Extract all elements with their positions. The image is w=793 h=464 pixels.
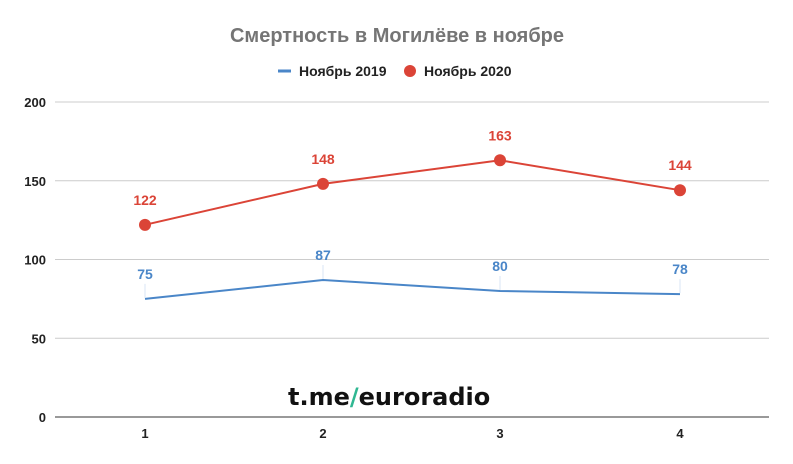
x-tick-label: 2 (319, 426, 326, 441)
data-label: 144 (668, 157, 692, 173)
data-point (317, 177, 329, 190)
data-label: 78 (672, 261, 688, 277)
legend-label-2019: Ноябрь 2019 (299, 63, 387, 79)
data-label: 87 (315, 247, 331, 263)
data-point (494, 154, 506, 167)
data-labels: 75 87 80 78 122 148 163 144 (133, 127, 692, 298)
watermark-suffix: euroradio (359, 383, 491, 411)
data-label: 75 (137, 266, 153, 282)
legend-label-2020: Ноябрь 2020 (424, 63, 512, 79)
data-label: 148 (311, 151, 335, 167)
data-label: 122 (133, 192, 157, 208)
y-axis-ticks: 0 50 100 150 200 (24, 95, 46, 425)
series-line-1 (144, 159, 681, 226)
data-label: 163 (488, 127, 512, 143)
data-label: 80 (492, 258, 508, 274)
y-tick-label: 150 (24, 174, 46, 189)
series-line-0 (144, 278, 681, 300)
x-tick-label: 4 (676, 426, 684, 441)
y-tick-label: 200 (24, 95, 46, 110)
legend: Ноябрь 2019 Ноябрь 2020 (278, 63, 512, 79)
watermark-text: t.me/euroradio (288, 383, 490, 411)
y-tick-label: 0 (39, 410, 46, 425)
gridlines (55, 101, 769, 418)
y-tick-label: 50 (32, 331, 46, 346)
watermark-slash: / (350, 383, 359, 411)
chart-title: Смертность в Могилёве в ноябре (230, 25, 564, 47)
data-point (139, 218, 151, 231)
x-axis-ticks: 1 2 3 4 (141, 426, 684, 441)
x-tick-label: 1 (141, 426, 148, 441)
series-layer (139, 154, 686, 300)
data-point (674, 184, 686, 197)
watermark-prefix: t.me (288, 383, 350, 411)
legend-swatch-2020 (404, 65, 416, 77)
x-tick-label: 3 (496, 426, 503, 441)
y-tick-label: 100 (24, 253, 46, 268)
